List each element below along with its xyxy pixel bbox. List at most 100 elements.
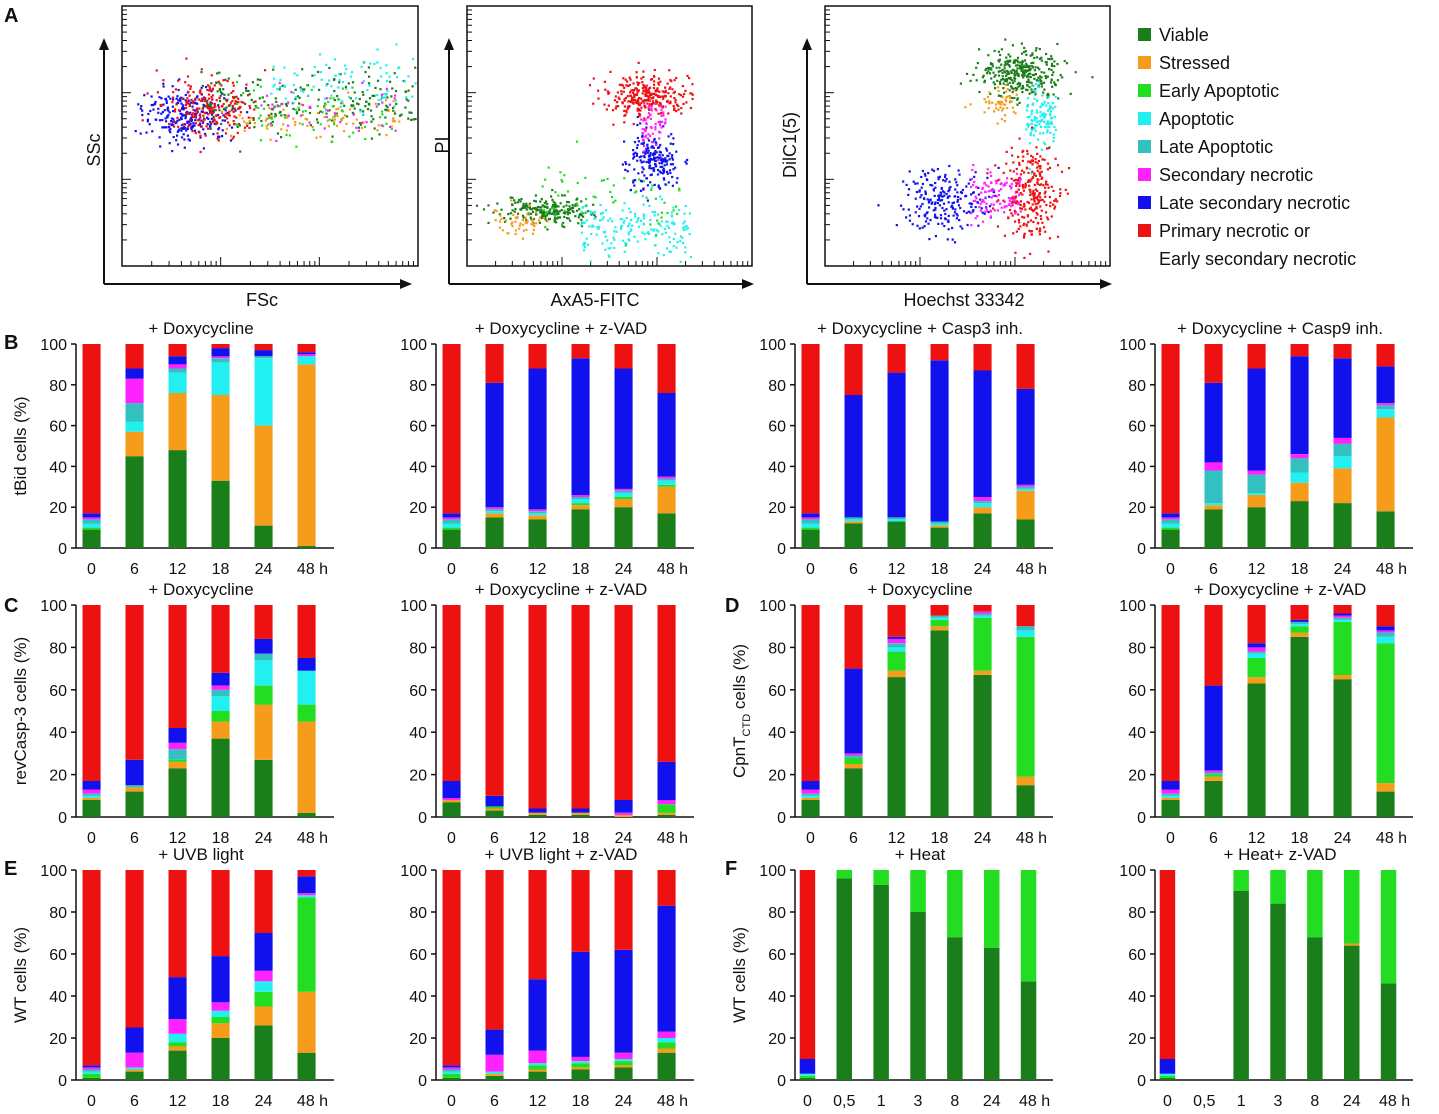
panel-letter-f: F [725, 858, 737, 880]
bar-segment-5 [168, 1019, 187, 1034]
bar-segment-0 [1270, 903, 1286, 1080]
bar-stack-48h [1380, 870, 1397, 1080]
bar-segment-1 [168, 393, 187, 451]
scatter-panel-fsc-ssc: FSc SSc [84, 133, 278, 310]
bar-segment-1 [125, 787, 144, 792]
chart-title: + Heat [895, 845, 946, 864]
bar-segment-5 [442, 797, 461, 800]
bar-stack-0 [442, 344, 461, 548]
bar-stack-0 [799, 870, 816, 1080]
legend-swatch [1138, 56, 1151, 69]
y-tick-label: 100 [400, 598, 427, 615]
y-tick-label: 100 [40, 598, 67, 615]
bar-segment-1 [1204, 505, 1223, 510]
x-tick-label: 48 h [1016, 561, 1047, 578]
bar-segment-6 [657, 393, 676, 477]
bar-stack-18 [1290, 605, 1309, 817]
y-tick-label: 20 [409, 768, 427, 785]
bar-stack-0 [442, 605, 461, 817]
bar-segment-0 [1161, 800, 1180, 817]
bar-segment-3 [297, 356, 316, 365]
bar-segment-6 [211, 956, 230, 1003]
x-tick-label: 6 [130, 561, 139, 578]
bar-stack-24 [1333, 344, 1352, 548]
x-tick-label: 24 [615, 1093, 633, 1110]
x-tick-label: 0,5 [1193, 1093, 1215, 1110]
bar-segment-7 [1247, 605, 1266, 644]
bar-segment-7 [1161, 344, 1180, 514]
y-tick-label: 40 [49, 989, 67, 1006]
y-tick-label: 80 [1128, 905, 1146, 922]
bar-stack-12 [528, 344, 547, 548]
bar-segment-7 [1290, 344, 1309, 357]
y-tick-label: 40 [1128, 989, 1146, 1006]
y-tick-label: 40 [49, 459, 67, 476]
bar-segment-5 [1247, 470, 1266, 475]
bar-segment-7 [442, 605, 461, 781]
bar-segment-2 [910, 870, 926, 912]
bar-segment-6 [211, 672, 230, 686]
bar-segment-0 [973, 675, 992, 817]
x-tick-label: 24 [255, 830, 273, 847]
bar-segment-1 [211, 721, 230, 739]
bar-segment-4 [1247, 651, 1266, 654]
bar-segment-4 [528, 511, 547, 514]
bar-segment-2 [1161, 527, 1180, 530]
bar-segment-6 [528, 368, 547, 510]
bar-segment-6 [571, 358, 590, 495]
bar-segment-2 [844, 757, 863, 764]
bar-segment-5 [168, 742, 187, 750]
bar-segment-6 [1204, 382, 1223, 463]
bar-segment-2 [657, 804, 676, 813]
bar-segment-1 [82, 797, 101, 800]
bar-stack-6 [125, 344, 144, 548]
legend-label: Late Apoptotic [1159, 137, 1273, 157]
y-axis-label: WT cells (%) [730, 927, 749, 1023]
bar-segment-4 [254, 653, 273, 661]
bar-segment-3 [211, 696, 230, 711]
bar-segment-5 [1376, 630, 1395, 633]
bar-segment-3 [485, 511, 504, 514]
bar-chart-c2: 0 20 40 60 80 100 0 6 12 18 24 48 h + Doxycycline + … [400, 580, 694, 847]
bar-segment-1 [657, 486, 676, 514]
x-tick-label: 0 [1163, 1093, 1172, 1110]
bar-segment-0 [254, 525, 273, 548]
legend-swatch [1138, 140, 1151, 153]
bar-segment-5 [82, 1067, 101, 1070]
bar-segment-5 [614, 812, 633, 815]
bar-segment-5 [657, 476, 676, 479]
bar-stack-0 [1161, 605, 1180, 817]
bar-segment-6 [168, 356, 187, 365]
bar-segment-4 [1204, 772, 1223, 775]
panel-letter-d: D [725, 595, 739, 617]
bar-stack-6 [1204, 344, 1223, 548]
bar-segment-7 [82, 605, 101, 781]
y-tick-label: 0 [418, 810, 427, 827]
y-tick-label: 20 [768, 500, 786, 517]
chart-title: + Doxycycline + z-VAD [475, 580, 648, 599]
bar-stack-0 [801, 344, 820, 548]
bar-segment-2 [614, 1061, 633, 1066]
bar-stack-18 [930, 605, 949, 817]
bar-segment-1 [1161, 797, 1180, 800]
bar-segment-7 [973, 344, 992, 371]
bar-segment-4 [887, 517, 906, 520]
bar-segment-1 [528, 812, 547, 815]
y-tick-label: 60 [768, 947, 786, 964]
bar-segment-6 [1159, 1059, 1176, 1074]
y-tick-label: 80 [1128, 378, 1146, 395]
chart-title: + Doxycycline [148, 580, 253, 599]
bar-segment-1 [614, 1065, 633, 1068]
bar-segment-5 [254, 970, 273, 982]
bar-segment-0 [297, 1052, 316, 1080]
bar-segment-3 [211, 1010, 230, 1017]
bar-segment-0 [82, 800, 101, 817]
bar-segment-0 [254, 759, 273, 817]
bar-segment-0 [442, 529, 461, 548]
y-tick-label: 80 [49, 640, 67, 657]
x-tick-label: 18 [1291, 561, 1309, 578]
bar-segment-6 [801, 513, 820, 518]
bar-segment-0 [442, 1077, 461, 1080]
